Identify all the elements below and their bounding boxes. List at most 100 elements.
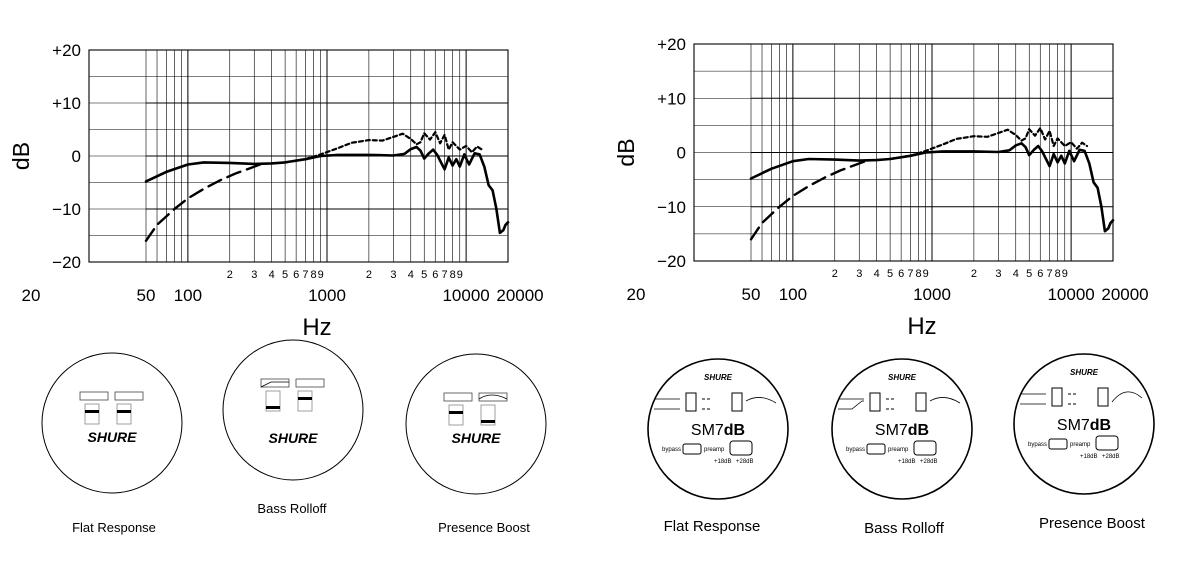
right-caption-presence: Presence Boost bbox=[1039, 515, 1146, 532]
right-chart-xtick-label: 10000 bbox=[1047, 285, 1094, 304]
right-chart-ytick-label: +10 bbox=[657, 89, 686, 108]
left-chart-xminor-label: 2 bbox=[366, 269, 372, 281]
svg-text:bypass: bypass bbox=[662, 447, 681, 453]
right-dial-bass-logo: SHURE bbox=[888, 373, 917, 382]
right-chart-xminor-label: 7 bbox=[1047, 268, 1053, 280]
left-chart-ytick-label: +20 bbox=[52, 41, 81, 60]
left-chart-xminor-label: 7 bbox=[442, 269, 448, 281]
right-dial-flat: SHURE SM7dB bypass preamp +18dB +28dB bbox=[647, 358, 789, 500]
svg-text:bypass: bypass bbox=[1028, 442, 1047, 448]
right-chart-xminor-label: 5 bbox=[887, 268, 893, 280]
left-chart-ytick-label: −20 bbox=[52, 253, 81, 272]
left-chart-series-dashed bbox=[144, 163, 262, 242]
left-chart-xtick-label: 10000 bbox=[442, 286, 489, 305]
right-dial-bass-rolloff: SHURE SM7dB bypass preamp +18dB +28dB bbox=[831, 358, 973, 500]
svg-text:+28dB: +28dB bbox=[1102, 454, 1120, 460]
left-chart-xminor-label: 9 bbox=[457, 269, 463, 281]
left-chart-ytick-label: −10 bbox=[52, 200, 81, 219]
right-chart-ytick-label: +20 bbox=[657, 35, 686, 54]
left-chart-xminor-label: 6 bbox=[293, 269, 299, 281]
left-chart-xminor-label: 8 bbox=[450, 269, 456, 281]
left-chart-ylabel: dB bbox=[8, 142, 34, 170]
left-chart-series-dotted bbox=[284, 131, 484, 164]
right-chart-xminor-label: 5 bbox=[1026, 268, 1032, 280]
svg-text:preamp: preamp bbox=[1070, 442, 1091, 448]
left-chart-xtick-label: 100 bbox=[174, 286, 202, 305]
left-caption-presence: Presence Boost bbox=[438, 520, 530, 535]
svg-text:+18dB: +18dB bbox=[1080, 454, 1098, 460]
right-caption-bass: Bass Rolloff bbox=[864, 520, 945, 537]
right-chart-xtick-label: 100 bbox=[779, 285, 807, 304]
left-chart-ytick-label: +10 bbox=[52, 94, 81, 113]
right-dial-presence-model: SM7dB bbox=[1057, 417, 1111, 434]
right-dial-presence-logo: SHURE bbox=[1070, 368, 1099, 377]
right-dial-bass-model: SM7dB bbox=[875, 422, 929, 439]
svg-text:+18dB: +18dB bbox=[898, 459, 916, 465]
svg-text:+18dB: +18dB bbox=[714, 459, 732, 465]
left-chart-xtick-label: 50 bbox=[137, 286, 156, 305]
right-chart-ylabel: dB bbox=[613, 138, 639, 166]
right-dial-flat-model: SM7dB bbox=[691, 422, 745, 439]
left-dial-bass-rolloff: SHURE bbox=[222, 339, 364, 481]
right-caption-flat: Flat Response bbox=[664, 518, 761, 535]
right-dial-flat-logo: SHURE bbox=[704, 373, 733, 382]
right-chart-xminor-label: 6 bbox=[898, 268, 904, 280]
right-chart-xlabel: Hz bbox=[907, 313, 936, 340]
right-chart-xminor-label: 9 bbox=[1062, 268, 1068, 280]
left-chart-xtick-label: 20000 bbox=[496, 286, 543, 305]
left-chart-series-solid bbox=[144, 145, 510, 235]
right-chart-xminor-label: 2 bbox=[832, 268, 838, 280]
left-chart-xminor-label: 2 bbox=[227, 269, 233, 281]
svg-text:+28dB: +28dB bbox=[736, 459, 754, 465]
left-chart-xminor-label: 5 bbox=[282, 269, 288, 281]
left-dial-flat-logo: SHURE bbox=[87, 429, 137, 445]
left-chart-xlabel: Hz bbox=[302, 314, 331, 341]
right-chart-xminor-label: 4 bbox=[874, 268, 880, 280]
svg-text:preamp: preamp bbox=[704, 447, 725, 453]
left-dial-presence-logo: SHURE bbox=[451, 430, 501, 446]
right-chart-ytick-label: −20 bbox=[657, 252, 686, 271]
right-chart-ytick-label: 0 bbox=[677, 144, 686, 163]
left-dial-bass-logo: SHURE bbox=[268, 430, 318, 446]
right-chart-xminor-label: 4 bbox=[1013, 268, 1019, 280]
right-chart-xminor-label: 8 bbox=[915, 268, 921, 280]
left-chart-xminor-label: 8 bbox=[310, 269, 316, 281]
right-dial-presence: SHURE SM7dB bypass preamp +18dB +28dB bbox=[1013, 353, 1155, 495]
right-chart-xminor-label: 8 bbox=[1055, 268, 1061, 280]
right-chart-xtick-label: 20000 bbox=[1101, 285, 1148, 304]
right-chart-ytick-label: −10 bbox=[657, 198, 686, 217]
right-chart-series-dotted bbox=[889, 127, 1089, 161]
right-chart-series-dashed bbox=[749, 160, 867, 241]
left-chart-ytick-label: 0 bbox=[72, 147, 81, 166]
svg-text:+28dB: +28dB bbox=[920, 459, 938, 465]
right-chart-series-solid bbox=[749, 142, 1115, 233]
right-chart-xminor-label: 3 bbox=[856, 268, 862, 280]
left-chart-xminor-label: 3 bbox=[390, 269, 396, 281]
right-chart-xtick-label: 50 bbox=[742, 285, 761, 304]
right-chart-xminor-label: 7 bbox=[907, 268, 913, 280]
left-dial-presence: SHURE bbox=[405, 353, 547, 495]
left-chart-xminor-label: 6 bbox=[432, 269, 438, 281]
right-chart-xtick-label: 20 bbox=[627, 285, 646, 304]
left-chart-xminor-label: 4 bbox=[269, 269, 275, 281]
left-chart-xtick-label: 20 bbox=[22, 286, 41, 305]
left-caption-bass: Bass Rolloff bbox=[257, 501, 327, 516]
right-chart-xminor-label: 9 bbox=[923, 268, 929, 280]
right-chart-xminor-label: 6 bbox=[1037, 268, 1043, 280]
left-chart-xminor-label: 3 bbox=[251, 269, 257, 281]
right-chart-xminor-label: 2 bbox=[971, 268, 977, 280]
left-chart-xtick-label: 1000 bbox=[308, 286, 346, 305]
right-chart-xtick-label: 1000 bbox=[913, 285, 951, 304]
left-chart-xminor-label: 5 bbox=[421, 269, 427, 281]
left-chart-xminor-label: 9 bbox=[318, 269, 324, 281]
left-dial-flat: SHURE bbox=[41, 352, 183, 494]
left-chart-xminor-label: 4 bbox=[408, 269, 414, 281]
right-chart-xminor-label: 3 bbox=[995, 268, 1001, 280]
svg-text:preamp: preamp bbox=[888, 447, 909, 453]
svg-text:bypass: bypass bbox=[846, 447, 865, 453]
left-chart-xminor-label: 7 bbox=[302, 269, 308, 281]
left-caption-flat: Flat Response bbox=[72, 520, 156, 535]
